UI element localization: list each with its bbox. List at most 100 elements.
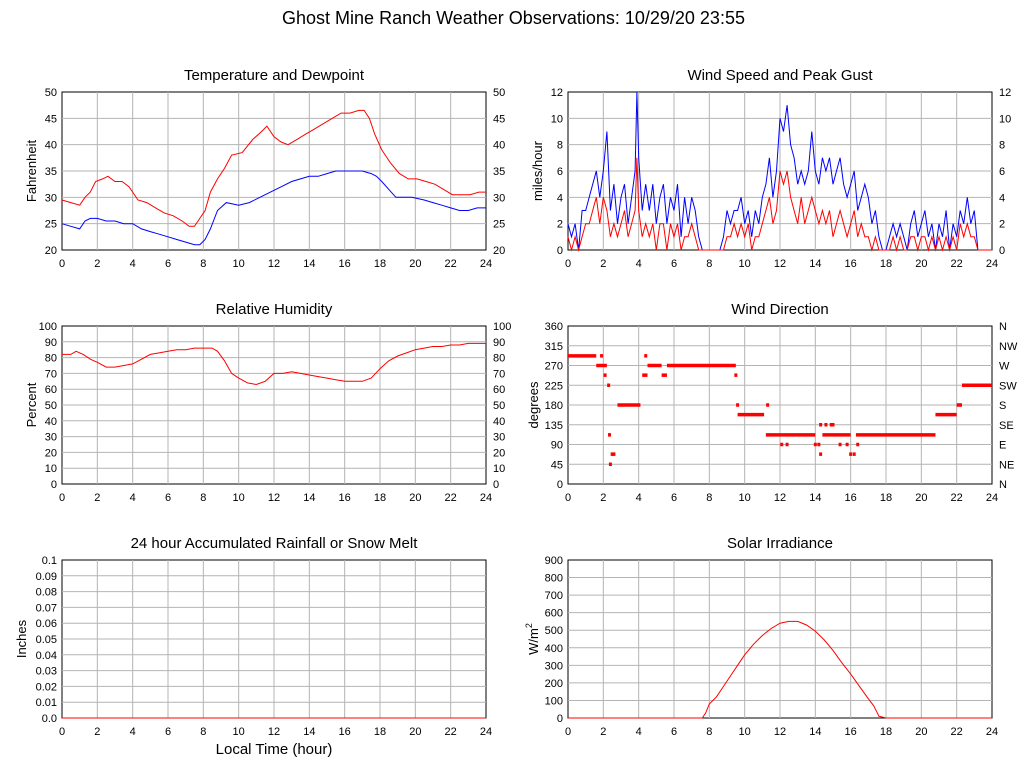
x-tick-label: 24 (480, 258, 492, 270)
y-axis-label: W/m2 (524, 623, 541, 655)
y-tick-label: 50 (45, 87, 57, 99)
chart-title: Wind Speed and Peak Gust (687, 67, 873, 84)
series-wind-direction-point (600, 354, 604, 358)
series-wind-direction-point (785, 442, 789, 447)
y-tick-label: 90 (551, 440, 563, 452)
series-wind-direction-point (819, 452, 823, 456)
x-tick-label: 16 (339, 258, 351, 270)
x-tick-label: 0 (565, 726, 571, 738)
y-tick-label: 0 (557, 713, 563, 725)
x-tick-label: 8 (706, 492, 712, 504)
series-wind-direction-point (603, 373, 607, 377)
y-tick-label-right: 45 (493, 113, 505, 125)
x-tick-label: 22 (445, 492, 457, 504)
y-tick-label: 225 (545, 380, 563, 392)
y-tick-label: 80 (45, 353, 57, 365)
y-tick-label-right: 60 (493, 384, 505, 396)
y-tick-label: 800 (545, 573, 563, 585)
x-tick-label: 16 (339, 726, 351, 738)
x-tick-label: 4 (130, 258, 136, 270)
x-tick-label: 18 (374, 726, 386, 738)
y-tick-label: 100 (545, 695, 563, 707)
x-tick-label: 10 (233, 258, 245, 270)
x-tick-label: 10 (739, 726, 751, 738)
series-wind-direction-point (838, 442, 842, 447)
x-tick-label: 18 (880, 258, 892, 270)
y-tick-label: 20 (45, 447, 57, 459)
x-tick-label: 0 (565, 258, 571, 270)
x-tick-label: 18 (374, 258, 386, 270)
x-tick-label: 24 (986, 726, 998, 738)
y-tick-label: 6 (557, 166, 563, 178)
y-axis-label: degrees (526, 381, 541, 428)
series-wind-direction-point (824, 423, 828, 427)
y-tick-label: 0.04 (36, 650, 57, 662)
y-tick-label: 0.02 (36, 681, 57, 693)
y-tick-label: 60 (45, 384, 57, 396)
y-tick-label-right: 35 (493, 166, 505, 178)
y-tick-label: 0.01 (36, 697, 57, 709)
chart-title: Temperature and Dewpoint (184, 67, 365, 84)
y-tick-label-right: NE (999, 459, 1014, 471)
x-tick-label: 12 (774, 726, 786, 738)
y-tick-label: 45 (45, 113, 57, 125)
series-wind-direction-point (608, 462, 612, 466)
x-tick-label: 14 (809, 726, 821, 738)
y-tick-label: 270 (545, 361, 563, 373)
y-tick-label: 4 (557, 192, 563, 204)
y-tick-label: 8 (557, 140, 563, 152)
y-tick-label: 10 (551, 113, 563, 125)
x-tick-label: 0 (59, 726, 65, 738)
x-tick-label: 2 (600, 258, 606, 270)
x-tick-label: 16 (845, 726, 857, 738)
y-tick-label-right: 10 (493, 463, 505, 475)
x-tick-label: 22 (951, 492, 963, 504)
x-tick-label: 16 (339, 492, 351, 504)
y-tick-label-right: 4 (999, 192, 1005, 204)
x-tick-label: 2 (600, 726, 606, 738)
x-tick-label: 14 (303, 726, 315, 738)
y-tick-label: 700 (545, 590, 563, 602)
y-tick-label: 0.08 (36, 587, 57, 599)
x-tick-label: 12 (268, 492, 280, 504)
y-tick-label: 2 (557, 219, 563, 231)
x-tick-label: 8 (200, 258, 206, 270)
y-tick-label: 0.05 (36, 634, 57, 646)
y-axis-label-text: W/m (526, 628, 541, 655)
y-axis-label-superscript: 2 (524, 623, 534, 628)
series-solar-irradiance-line (568, 620, 992, 719)
y-tick-label-right: N (999, 479, 1007, 491)
y-tick-label: 12 (551, 87, 563, 99)
y-tick-label-right: SW (999, 380, 1017, 392)
x-tick-label: 20 (409, 258, 421, 270)
chart-temp: 0 2 4 6 8 10 12 14 16 18 20 22 242025303540455020253… (24, 67, 505, 270)
y-tick-label-right: 0 (493, 479, 499, 491)
x-tick-label: 6 (165, 726, 171, 738)
x-tick-label: 8 (200, 726, 206, 738)
x-tick-label: 6 (671, 258, 677, 270)
y-tick-label: 25 (45, 219, 57, 231)
x-tick-label: 24 (480, 726, 492, 738)
series-wind-direction-point (849, 452, 853, 456)
y-tick-label-right: 12 (999, 87, 1011, 99)
y-tick-label-right: 90 (493, 337, 505, 349)
chart-wdir: 0 2 4 6 8 10 12 14 16 18 20 22 240459013518022527031… (526, 301, 1018, 504)
series-wind-speed-line (567, 157, 992, 252)
x-tick-label: 14 (809, 492, 821, 504)
x-tick-label: 4 (130, 726, 136, 738)
y-tick-label-right: 50 (493, 400, 505, 412)
x-tick-label: 22 (951, 258, 963, 270)
series-wind-direction-point (734, 373, 738, 377)
y-tick-label: 900 (545, 555, 563, 567)
y-tick-label-right: 80 (493, 353, 505, 365)
x-tick-label: 20 (409, 492, 421, 504)
y-axis-label: miles/hour (530, 140, 545, 201)
x-tick-label: 12 (268, 258, 280, 270)
page-title: Ghost Mine Ranch Weather Observations: 1… (282, 8, 745, 28)
y-tick-label: 40 (45, 140, 57, 152)
x-tick-label: 22 (445, 258, 457, 270)
series-peak-gust-line (567, 91, 992, 251)
y-tick-label-right: N (999, 321, 1007, 333)
x-tick-label: 14 (809, 258, 821, 270)
